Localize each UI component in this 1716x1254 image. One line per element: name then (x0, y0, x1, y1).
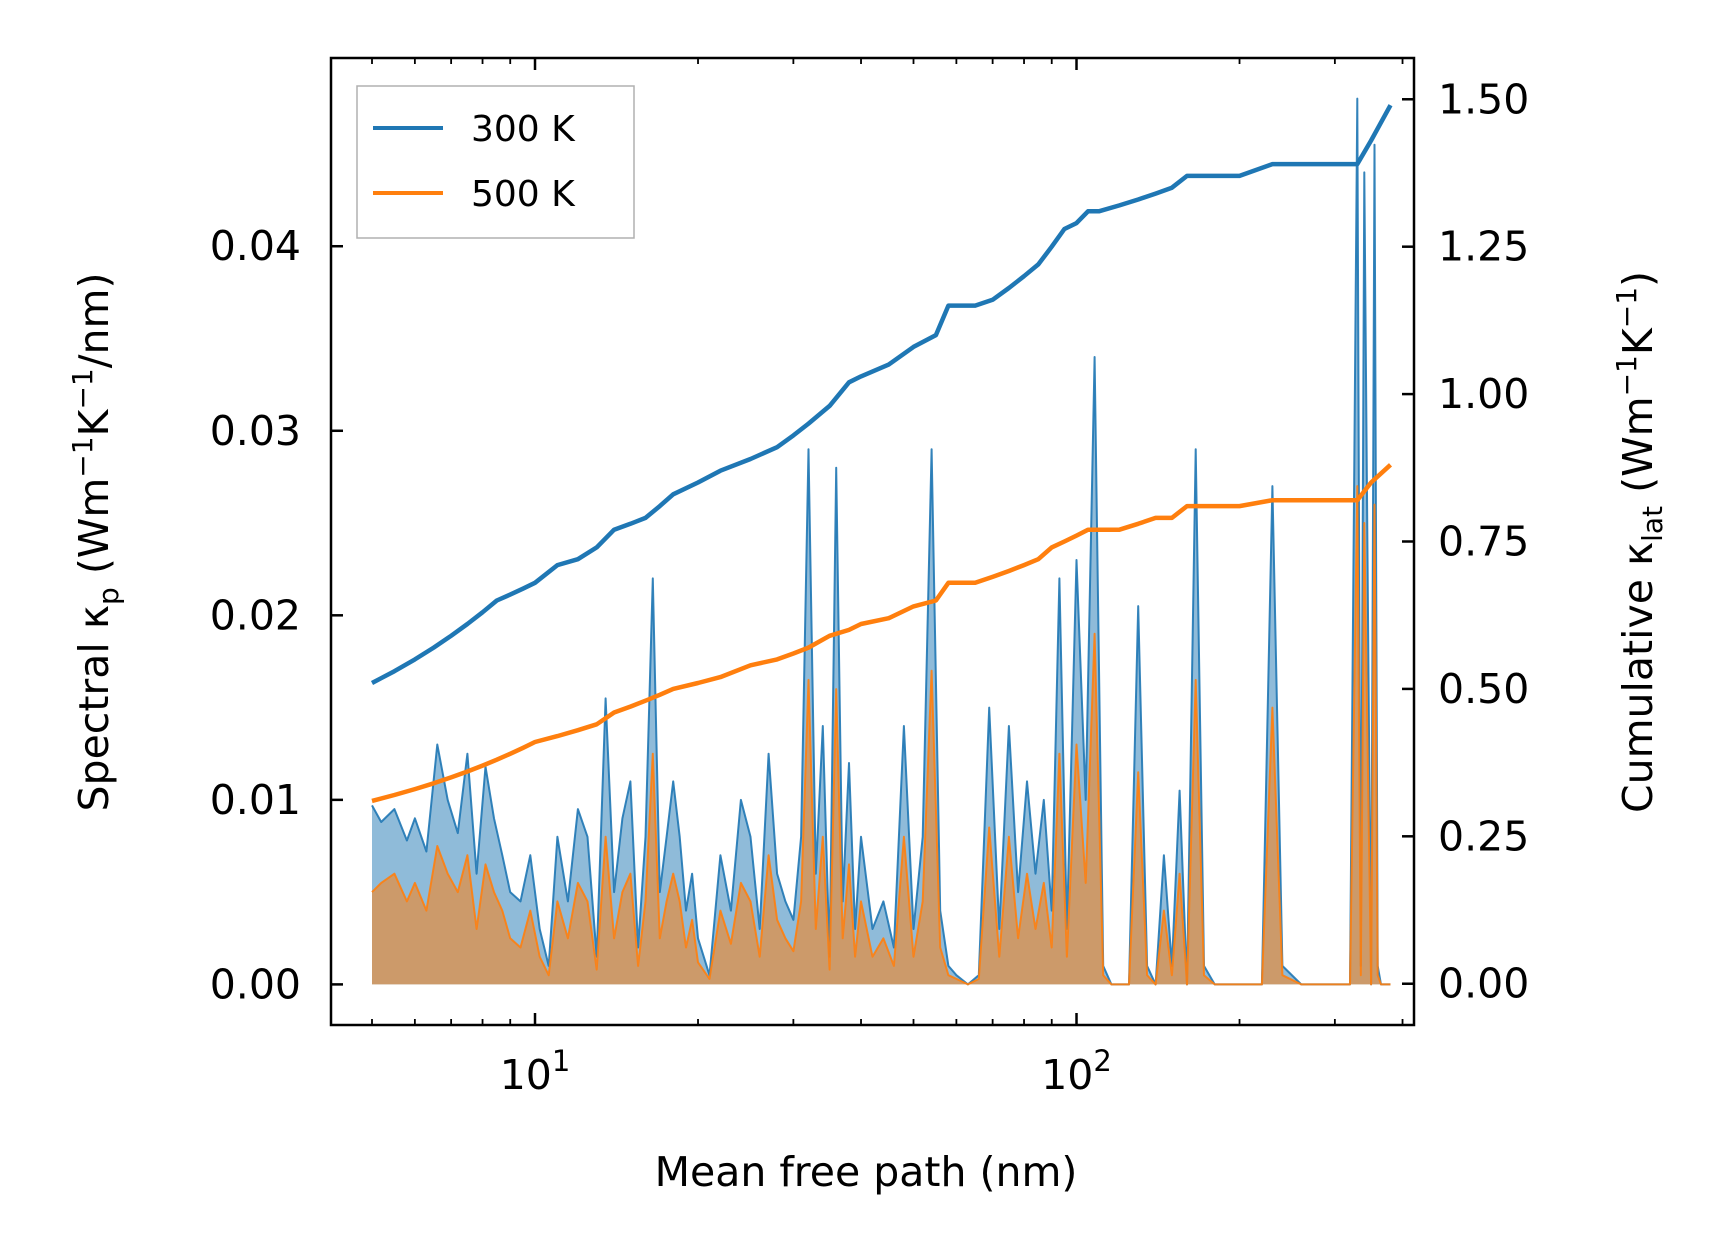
y-left-tick-label: 0.04 (210, 222, 301, 270)
y-right-tick-label: 0.00 (1438, 960, 1529, 1008)
cumulative-series-layer (370, 104, 1393, 804)
y-right-title-base: Cumulative κ (1614, 542, 1662, 813)
cumulative-line-300k (370, 104, 1393, 685)
y-left-title-mid: K (70, 408, 118, 436)
spectral-area-300k (372, 98, 1391, 985)
y-right-title-tail: ) (1614, 271, 1662, 287)
spectral-line-500k (371, 485, 1391, 986)
y-axis-right-title: Cumulative κlat (Wm−1K−1) (1610, 271, 1669, 813)
x-axis-title: Mean free path (nm) (655, 1148, 1078, 1196)
y-axis-left-title: Spectral κp (Wm−1K−1/nm) (66, 273, 125, 812)
spectral-series-layer (371, 97, 1391, 986)
spectral-line-300k (371, 97, 1391, 986)
x-tick-label: 102 (1041, 1044, 1112, 1099)
plot-frame (329, 56, 1416, 1027)
y-right-tick-label: 0.75 (1438, 518, 1529, 566)
x-tick-label: 101 (500, 1044, 571, 1099)
y-left-tick-label: 0.02 (210, 591, 301, 639)
y-left-tick-label: 0.00 (210, 960, 301, 1008)
y-left-title-unit: (Wm (70, 478, 118, 588)
y-right-tick-label: 0.50 (1438, 665, 1529, 713)
legend: 300 K 500 K (356, 85, 635, 239)
y-right-title-sup1: −1 (1610, 355, 1643, 396)
y-left-title-sub: p (92, 587, 125, 605)
y-right-tick-label: 1.50 (1438, 75, 1529, 123)
y-right-title-sup2: −1 (1610, 287, 1643, 328)
y-left-tick-label: 0.01 (210, 776, 301, 824)
legend-box (356, 85, 635, 239)
spectral-area-500k (372, 486, 1391, 985)
y-left-title-tail: /nm) (70, 273, 118, 369)
y-right-title-mid: K (1614, 327, 1662, 355)
y-left-title-sup2: −1 (66, 368, 99, 409)
cumulative-line-500k (371, 463, 1393, 804)
y-left-title-base: Spectral κ (70, 605, 118, 811)
y-left-title-sup1: −1 (66, 436, 99, 477)
y-left-tick-label: 0.03 (210, 407, 301, 455)
y-right-tick-label: 1.25 (1438, 223, 1529, 271)
plot-area (370, 97, 1393, 986)
y-right-title-unit: (Wm (1614, 396, 1662, 506)
y-right-tick-label: 1.00 (1438, 370, 1529, 418)
ticks-layer: 101 102 0.00 0.01 0.02 0.03 0.04 0.00 0.25 0.50 0.… (210, 58, 1529, 1099)
legend-label-500k: 500 K (471, 174, 576, 215)
y-right-tick-label: 0.25 (1438, 812, 1529, 860)
legend-label-300k: 300 K (471, 109, 576, 150)
y-right-title-sub: lat (1636, 506, 1669, 542)
